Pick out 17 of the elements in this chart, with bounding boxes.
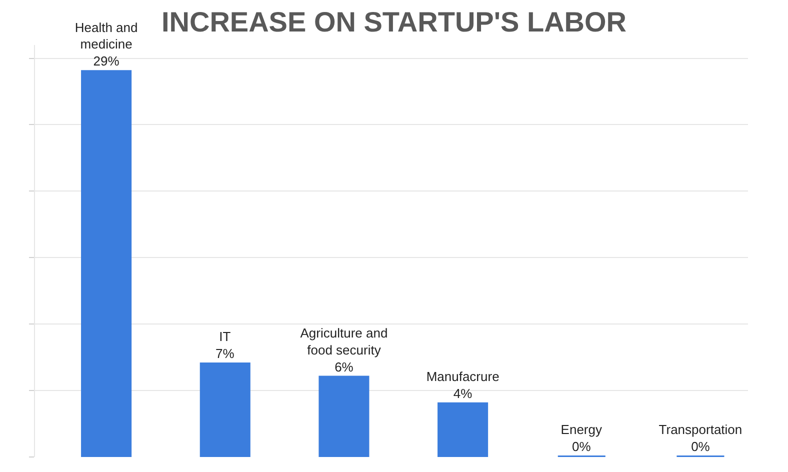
chart-title: INCREASE ON STARTUP'S LABOR bbox=[161, 6, 627, 38]
data-label: 0% bbox=[572, 439, 592, 454]
x-tick-label: Energy bbox=[560, 422, 602, 438]
bar bbox=[318, 376, 370, 457]
x-tick-label: Transportation bbox=[658, 422, 742, 438]
data-label: 0% bbox=[691, 439, 710, 454]
bar bbox=[438, 402, 488, 457]
bar bbox=[81, 70, 132, 457]
bar bbox=[200, 362, 250, 457]
x-tick-label: IT bbox=[219, 329, 231, 344]
x-tick-label: Manufacrure bbox=[426, 368, 500, 384]
data-label: 4% bbox=[453, 386, 473, 401]
x-tick-label: Health and medicine bbox=[74, 20, 138, 52]
data-label: 6% bbox=[334, 359, 354, 374]
x-tick-label: Agriculture and food security bbox=[300, 325, 388, 358]
data-label: 29% bbox=[93, 54, 120, 69]
data-label: 7% bbox=[216, 346, 235, 361]
